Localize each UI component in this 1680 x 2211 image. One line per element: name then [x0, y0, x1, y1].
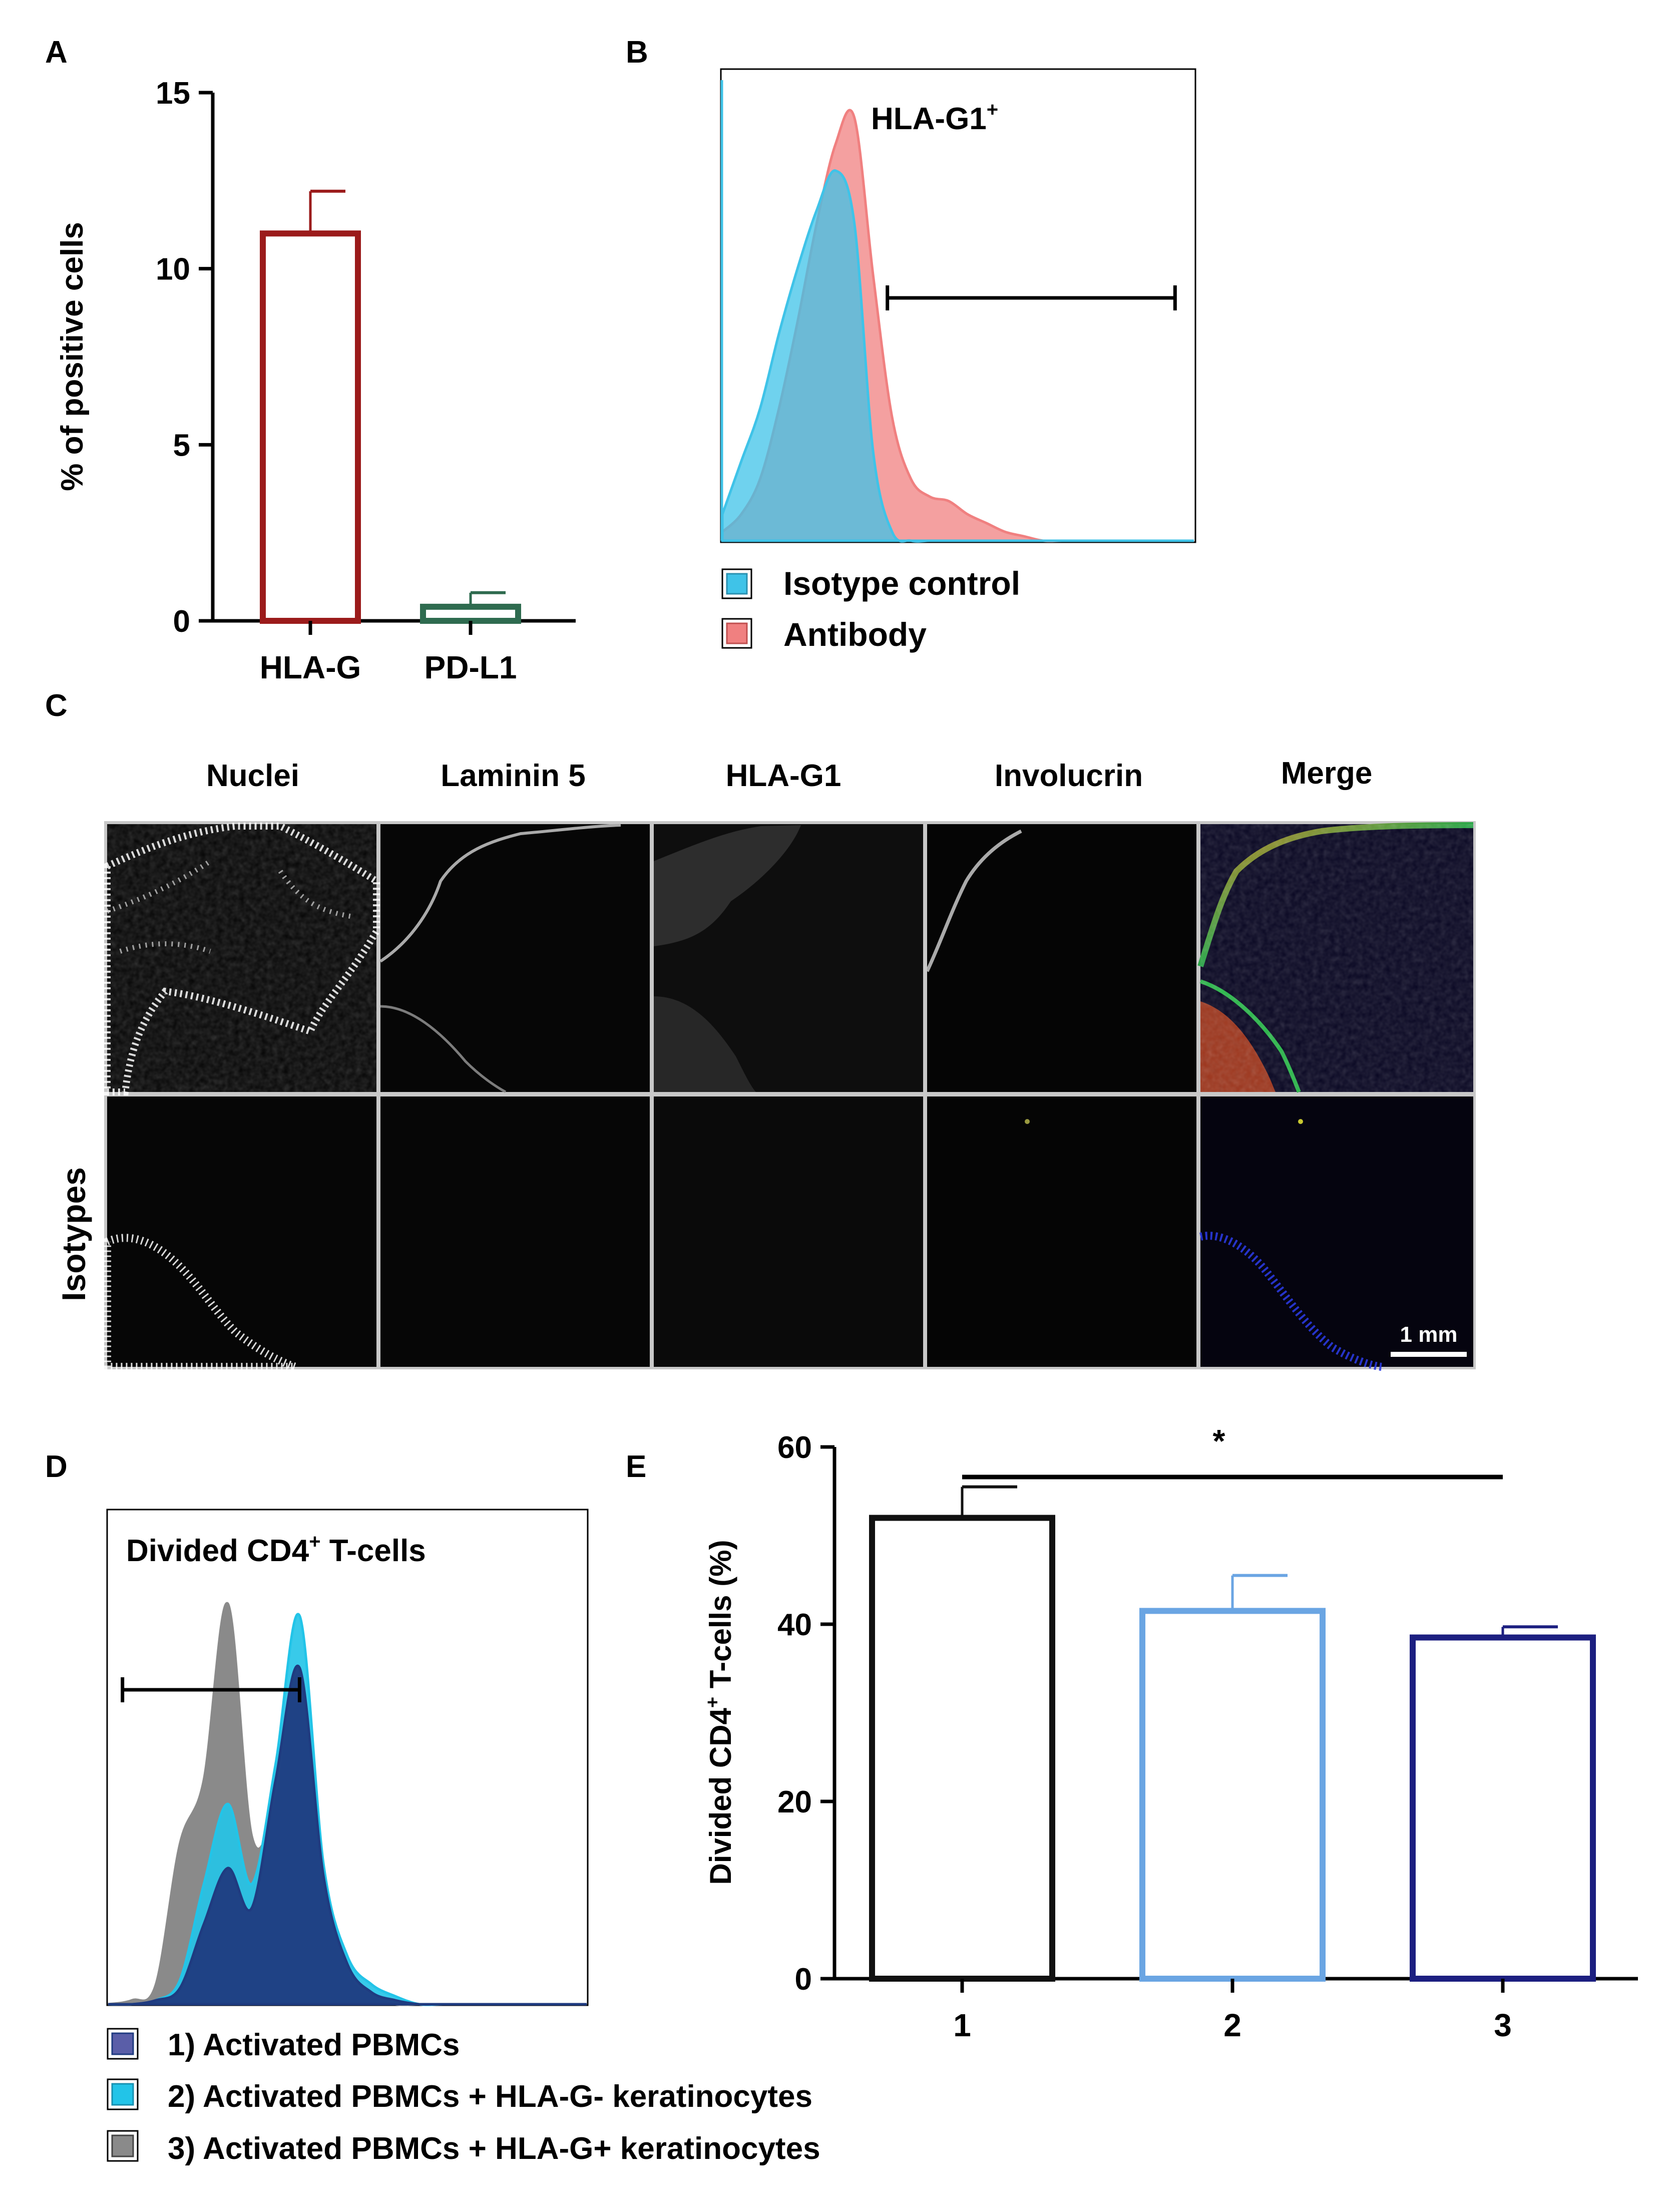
legend-b-isotype-label: Isotype control [783, 565, 1020, 602]
panel-e-y-tick-label: 60 [777, 1430, 812, 1465]
legend-d-series3-swatch [111, 2134, 134, 2157]
panel-a-x-tick-label: PD-L1 [425, 649, 517, 685]
panel-e-y-tick-label: 40 [777, 1608, 812, 1642]
panel-b-histogram: HLA-G1+ Isotype control Antibody [720, 68, 1196, 653]
legend-b-antibody-swatch [726, 622, 748, 644]
panel-e-y-tick-label: 0 [795, 1962, 812, 1997]
legend-d-series2-swatch [111, 2083, 134, 2106]
panel-a-y-tick-label: 10 [156, 252, 190, 287]
significance-star: * [1213, 1423, 1225, 1459]
column-label-laminin5: Laminin 5 [441, 759, 585, 793]
tile-merge [1197, 822, 1474, 1093]
panel-a-bar [260, 230, 361, 624]
legend-d-series1-swatch [111, 2032, 134, 2055]
column-label-merge: Merge [1281, 756, 1373, 791]
panel-e-y-axis-label: Divided CD4+ T-cells (%) [702, 1540, 737, 1885]
legend-b-antibody-label: Antibody [783, 616, 927, 653]
panel-e-bar [1410, 1634, 1596, 1982]
tile-hla-g1 [654, 824, 923, 1092]
panel-a-x-tick-label: HLA-G [260, 649, 361, 685]
panel-e-x-tick-label: 1 [953, 2007, 971, 2043]
legend-d-series3-label: 3) Activated PBMCs + HLA-G+ keratinocyte… [168, 2131, 820, 2166]
panel-e-bar [869, 1515, 1055, 1982]
tile-nuclei-isotype [103, 1096, 376, 1371]
panel-d-histogram: Divided CD4+ T-cells 1) Activated PBMCs … [106, 1509, 820, 2166]
column-label-hla-g1: HLA-G1 [726, 759, 842, 793]
panel-a-bar-chart: 0 5 10 15 HLA-G PD-L1 % of positive cells [55, 76, 576, 685]
panel-label-b: B [626, 35, 648, 70]
panel-label-a: A [45, 35, 68, 70]
panel-e-x-tick-label: 3 [1494, 2007, 1512, 2043]
tile-hla-g1-isotype [654, 1096, 923, 1367]
legend-d-series2-label: 2) Activated PBMCs + HLA-G- keratinocyte… [168, 2079, 812, 2114]
tile-laminin5 [379, 824, 650, 1093]
panel-label-c: C [45, 688, 68, 723]
panel-d-title: Divided CD4+ T-cells [126, 1531, 426, 1568]
panel-e-bar-chart: 0 20 40 60 1 2 3 * Divided CD4+ T-cells (%) [702, 1423, 1638, 2043]
row-label-isotypes: Isotypes [55, 1167, 92, 1301]
tile-nuclei [104, 823, 380, 1095]
legend-d-series1-label: 1) Activated PBMCs [168, 2028, 460, 2062]
panel-a-y-tick-label: 15 [156, 76, 190, 111]
panel-b-series-1 [721, 169, 1194, 543]
panel-e-y-tick-label: 20 [777, 1785, 812, 1819]
panel-c-micrographs: Nuclei Laminin 5 HLA-G1 Involucrin Merge… [55, 756, 1476, 1371]
panel-e-x-tick-label: 2 [1223, 2007, 1241, 2043]
column-label-involucrin: Involucrin [995, 759, 1143, 793]
legend-b-isotype-swatch [726, 573, 748, 595]
column-label-nuclei: Nuclei [206, 759, 299, 793]
panel-b-title: HLA-G1+ [871, 99, 998, 136]
panel-d-series-1 [108, 1665, 587, 2006]
panel-e-bar [1139, 1608, 1326, 1982]
tile-merge-isotype: 1 mm [1199, 1096, 1473, 1371]
panel-a-y-tick-label: 0 [173, 604, 190, 639]
panel-a-y-tick-label: 5 [173, 428, 190, 463]
panel-label-e: E [626, 1449, 646, 1484]
scale-bar-label: 1 mm [1400, 1322, 1458, 1347]
tile-involucrin [925, 824, 1196, 1092]
panel-a-bar [420, 603, 521, 624]
panel-label-d: D [45, 1449, 68, 1484]
tile-laminin5-isotype [380, 1096, 650, 1367]
panel-a-y-axis-label: % of positive cells [55, 222, 90, 491]
tile-involucrin-isotype [927, 1096, 1196, 1367]
